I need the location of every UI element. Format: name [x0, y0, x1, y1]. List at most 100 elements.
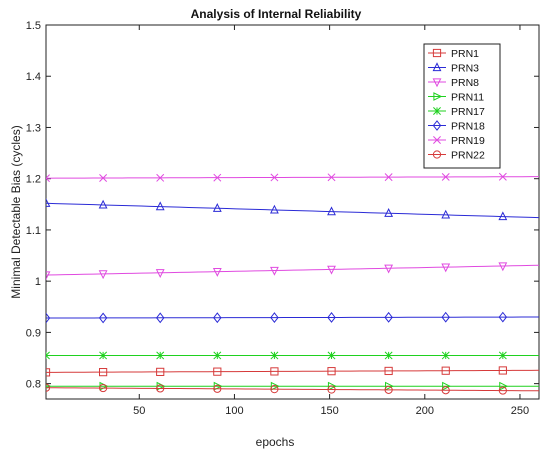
data-point-prn19	[384, 173, 393, 182]
data-point-prn8	[327, 265, 336, 275]
series-line-prn22	[46, 387, 539, 392]
plot-frame	[45, 24, 540, 400]
data-point-prn19	[213, 173, 222, 182]
data-point-prn19	[441, 172, 450, 181]
data-point-prn3	[384, 208, 394, 217]
data-point-prn1	[270, 367, 279, 376]
y-tick-label: 0.8	[26, 379, 41, 391]
data-point-prn22	[441, 386, 450, 395]
series-prn8	[46, 262, 539, 281]
data-point-prn19	[156, 173, 165, 182]
series-line-prn18	[46, 316, 539, 319]
data-point-prn11	[385, 381, 394, 391]
legend-label-prn11: PRN11	[451, 92, 484, 104]
data-point-prn8	[155, 269, 165, 278]
series-group	[46, 172, 539, 395]
data-point-prn18	[384, 311, 393, 323]
series-prn17	[46, 351, 539, 360]
legend-marker-prn18	[432, 120, 442, 131]
series-prn1	[46, 366, 539, 377]
data-point-prn18	[155, 312, 165, 324]
data-point-prn3	[98, 199, 108, 209]
data-point-prn11	[499, 381, 509, 391]
data-point-prn18	[498, 311, 508, 323]
data-point-prn3	[498, 211, 508, 221]
legend-label-prn8: PRN8	[451, 77, 479, 89]
legend: PRN1 PRN3 PRN8 PRN11 PRN17 PRN18 PRN19 PRN22	[423, 43, 501, 169]
data-point-prn22	[384, 385, 393, 394]
data-point-prn17	[99, 351, 108, 360]
y-tick-label: 1.3	[26, 122, 41, 134]
x-tick-label: 100	[225, 405, 243, 417]
legend-marker-prn19	[433, 136, 441, 144]
y-tick-label: 1.2	[26, 174, 41, 186]
series-prn22	[46, 383, 539, 395]
series-line-prn8	[46, 264, 539, 276]
data-point-prn1	[156, 367, 165, 376]
data-point-prn22	[99, 383, 108, 393]
data-point-prn1	[213, 367, 222, 376]
series-line-prn1	[46, 369, 539, 373]
data-point-prn8	[212, 268, 222, 277]
data-point-prn17	[156, 351, 165, 360]
y-tick-label: 1.5	[26, 20, 41, 32]
data-point-prn1	[498, 366, 507, 375]
y-tick-label: 1.1	[26, 225, 41, 237]
data-point-prn8	[98, 270, 108, 280]
legend-label-prn19: PRN19	[451, 135, 485, 147]
chart-title: Analysis of Internal Reliability	[191, 7, 362, 21]
data-point-prn3	[327, 206, 336, 216]
data-point-prn22	[156, 384, 165, 393]
data-point-prn3	[212, 203, 222, 212]
data-point-prn17	[213, 351, 222, 360]
x-tick-label: 150	[320, 405, 338, 417]
data-point-prn19	[498, 172, 507, 181]
data-point-prn1	[99, 368, 108, 377]
legend-label-prn22: PRN22	[451, 150, 485, 162]
data-point-prn8	[498, 262, 508, 272]
data-point-prn11	[270, 381, 280, 391]
data-point-prn22	[498, 386, 507, 395]
legend-label-prn3: PRN3	[451, 63, 479, 75]
data-point-prn18	[213, 312, 222, 324]
data-point-prn17	[441, 351, 450, 360]
data-point-prn3	[441, 209, 451, 219]
data-point-prn22	[213, 384, 222, 393]
data-point-prn22	[327, 385, 336, 394]
y-tick-label: 1	[35, 276, 41, 288]
data-point-prn1	[384, 366, 393, 376]
legend-label-prn18: PRN18	[451, 121, 485, 133]
data-point-prn11	[442, 381, 451, 391]
data-point-prn3	[46, 198, 51, 207]
data-point-prn1	[441, 366, 450, 375]
data-point-prn22	[270, 385, 279, 394]
data-point-prn18	[46, 312, 51, 324]
legend-label-prn17: PRN17	[451, 106, 485, 118]
x-tick-label: 50	[133, 405, 145, 417]
data-point-prn19	[327, 173, 336, 182]
legend-marker-prn11	[433, 92, 443, 101]
y-axis-label: Minimal Detectable Bias (cycles)	[9, 125, 23, 298]
series-line-prn19	[46, 176, 539, 179]
legend-marker-prn22	[432, 150, 442, 159]
data-point-prn8	[441, 263, 451, 273]
data-point-prn19	[99, 174, 108, 182]
data-point-prn8	[384, 264, 394, 274]
legend-marker-prn3	[432, 62, 442, 72]
data-point-prn19	[270, 173, 279, 182]
data-point-prn22	[46, 383, 51, 392]
legend-label-prn1: PRN1	[451, 48, 479, 60]
data-point-prn17	[270, 351, 279, 360]
data-point-prn18	[441, 311, 450, 323]
legend-marker-prn8	[432, 78, 442, 88]
data-point-prn18	[270, 312, 279, 323]
data-point-prn3	[270, 204, 279, 214]
data-point-prn8	[270, 266, 279, 276]
series-prn18	[46, 311, 539, 324]
legend-marker-prn1	[432, 48, 442, 58]
y-tick-label: 0.9	[26, 327, 41, 339]
data-point-prn3	[155, 201, 165, 211]
plot-area: 50 100 150 200 250 0.8 0.9 1 1.1 1.2 1.3 1.4 1.5	[26, 20, 540, 417]
